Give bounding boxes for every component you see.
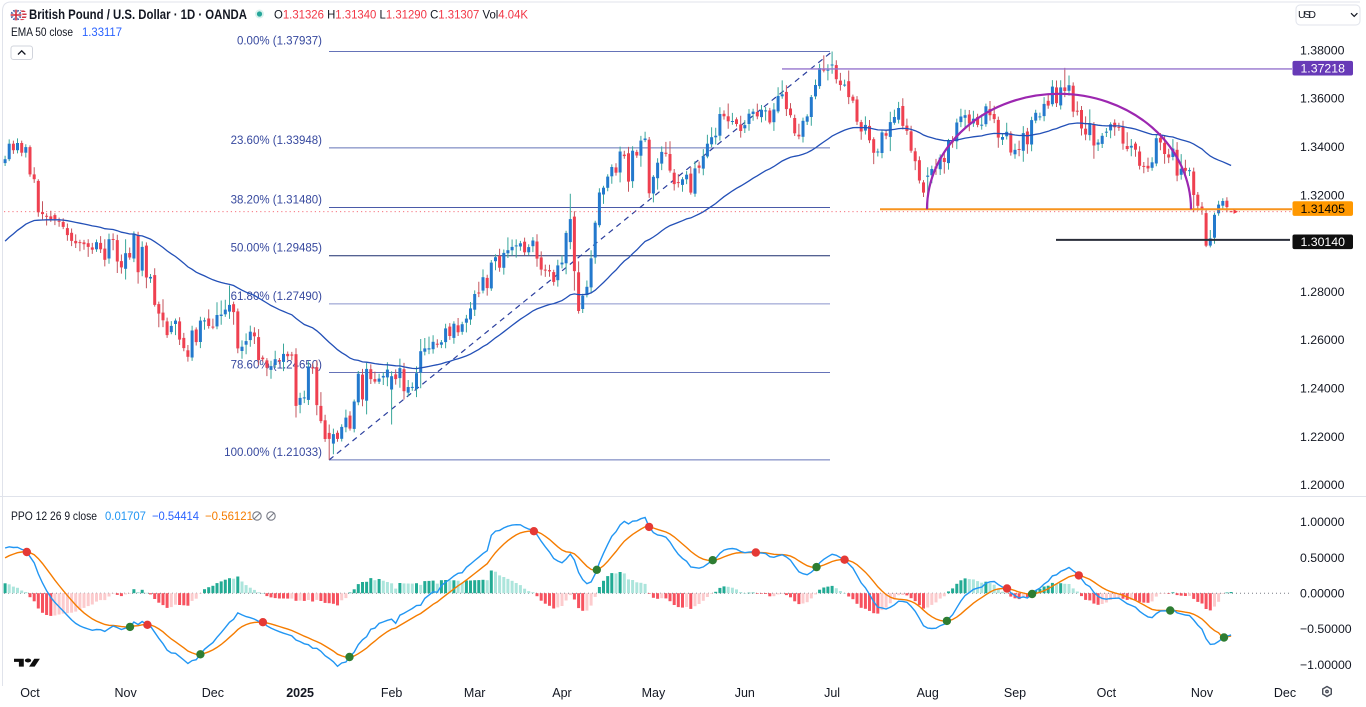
svg-text:Nov: Nov: [114, 686, 137, 700]
svg-text:1.24000: 1.24000: [1300, 382, 1345, 396]
svg-text:Feb: Feb: [381, 686, 403, 700]
svg-text:1.30140: 1.30140: [1300, 235, 1345, 249]
svg-text:Jul: Jul: [824, 686, 840, 700]
svg-text:EMA 50 close: EMA 50 close: [11, 25, 73, 39]
svg-text:0.01707: 0.01707: [105, 509, 146, 523]
svg-text:O1.31326 H1.31340 L1.31290 C1.: O1.31326 H1.31340 L1.31290 C1.31307 Vol4…: [274, 8, 528, 22]
svg-text:−1.00000: −1.00000: [1300, 658, 1352, 672]
svg-text:−0.56121: −0.56121: [205, 509, 253, 523]
svg-text:Sep: Sep: [1004, 686, 1026, 700]
svg-text:1.36000: 1.36000: [1300, 92, 1345, 106]
svg-text:1.31405: 1.31405: [1300, 202, 1345, 216]
svg-text:38.20% (1.31480): 38.20% (1.31480): [231, 195, 323, 207]
svg-text:1.33117: 1.33117: [82, 25, 122, 39]
svg-text:Jun: Jun: [735, 686, 755, 700]
svg-text:Oct: Oct: [20, 686, 40, 700]
svg-text:May: May: [642, 686, 666, 700]
svg-text:1.22000: 1.22000: [1300, 430, 1345, 444]
svg-text:Dec: Dec: [202, 686, 224, 700]
svg-text:61.80% (1.27490): 61.80% (1.27490): [231, 291, 323, 303]
svg-text:0.50000: 0.50000: [1300, 551, 1345, 565]
svg-text:1.37218: 1.37218: [1300, 62, 1345, 76]
svg-text:50.00% (1.29485): 50.00% (1.29485): [231, 243, 323, 255]
svg-text:Oct: Oct: [1097, 686, 1117, 700]
svg-text:0.00000: 0.00000: [1300, 587, 1345, 601]
svg-text:100.00% (1.21033): 100.00% (1.21033): [224, 447, 322, 459]
svg-text:78.60% (1.24650): 78.60% (1.24650): [231, 360, 323, 372]
svg-text:1.32000: 1.32000: [1300, 188, 1345, 202]
svg-text:USD: USD: [1298, 9, 1316, 21]
svg-text:British Pound / U.S. Dollar ·: British Pound / U.S. Dollar · 1D · OANDA: [29, 6, 247, 22]
svg-text:1.38000: 1.38000: [1300, 43, 1345, 57]
svg-text:23.60% (1.33948): 23.60% (1.33948): [231, 135, 323, 147]
svg-text:Nov: Nov: [1191, 686, 1214, 700]
svg-text:−0.54414: −0.54414: [152, 509, 199, 523]
svg-text:Aug: Aug: [917, 686, 939, 700]
svg-text:1.28000: 1.28000: [1300, 285, 1345, 299]
svg-text:1.26000: 1.26000: [1300, 333, 1345, 347]
svg-text:Apr: Apr: [552, 686, 571, 700]
svg-text:1.34000: 1.34000: [1300, 140, 1345, 154]
svg-text:1.20000: 1.20000: [1300, 478, 1345, 492]
svg-text:−0.50000: −0.50000: [1300, 622, 1352, 636]
svg-text:2025: 2025: [286, 686, 314, 700]
svg-text:1.00000: 1.00000: [1300, 515, 1345, 529]
svg-text:Mar: Mar: [464, 686, 486, 700]
svg-text:Dec: Dec: [1274, 686, 1296, 700]
svg-text:0.00% (1.37937): 0.00% (1.37937): [237, 36, 322, 48]
svg-text:PPO 12 26 9 close: PPO 12 26 9 close: [11, 509, 97, 523]
